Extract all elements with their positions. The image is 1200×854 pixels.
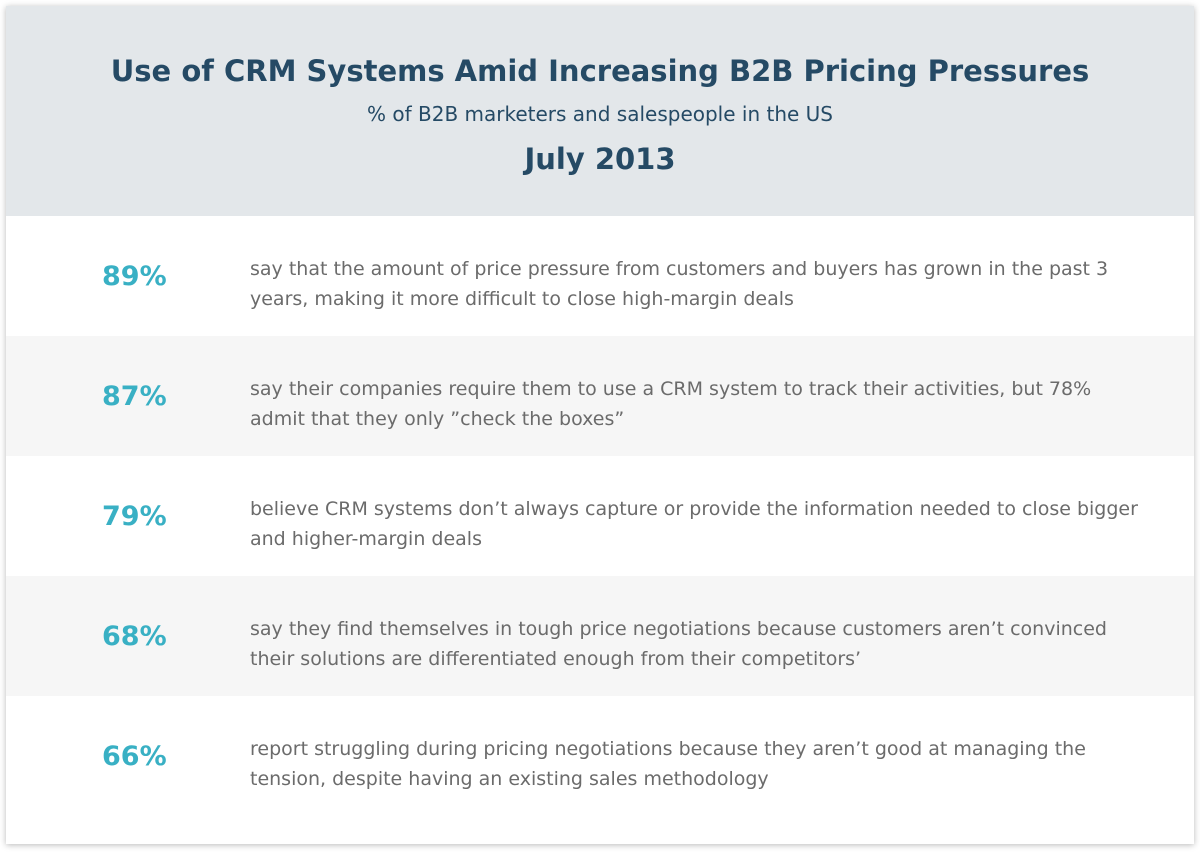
infographic-card: Use of CRM Systems Amid Increasing B2B P… — [6, 6, 1194, 844]
page-subtitle: % of B2B marketers and salespeople in th… — [367, 102, 833, 126]
stat-description: say they find themselves in tough price … — [250, 618, 1107, 670]
stat-row: 68% say they find themselves in tough pr… — [6, 576, 1194, 696]
date-label: July 2013 — [524, 142, 676, 176]
page-title: Use of CRM Systems Amid Increasing B2B P… — [110, 54, 1090, 88]
stats-list: 89% say that the amount of price pressur… — [6, 216, 1194, 844]
stat-description: believe CRM systems don’t always capture… — [250, 498, 1138, 550]
header: Use of CRM Systems Amid Increasing B2B P… — [6, 6, 1194, 216]
stat-description: say that the amount of price pressure fr… — [250, 258, 1109, 310]
stat-value: 79% — [102, 501, 167, 532]
stat-value: 87% — [102, 381, 167, 412]
stat-value: 68% — [102, 621, 167, 652]
stat-row: 66% report struggling during pricing neg… — [6, 696, 1194, 844]
stat-value: 89% — [102, 261, 167, 292]
stat-row: 79% believe CRM systems don’t always cap… — [6, 456, 1194, 576]
stat-value: 66% — [102, 741, 167, 772]
stat-row: 87% say their companies require them to … — [6, 336, 1194, 456]
stat-row: 89% say that the amount of price pressur… — [6, 216, 1194, 336]
stat-description: say their companies require them to use … — [250, 378, 1092, 430]
stat-description: report struggling during pricing negotia… — [250, 738, 1086, 790]
